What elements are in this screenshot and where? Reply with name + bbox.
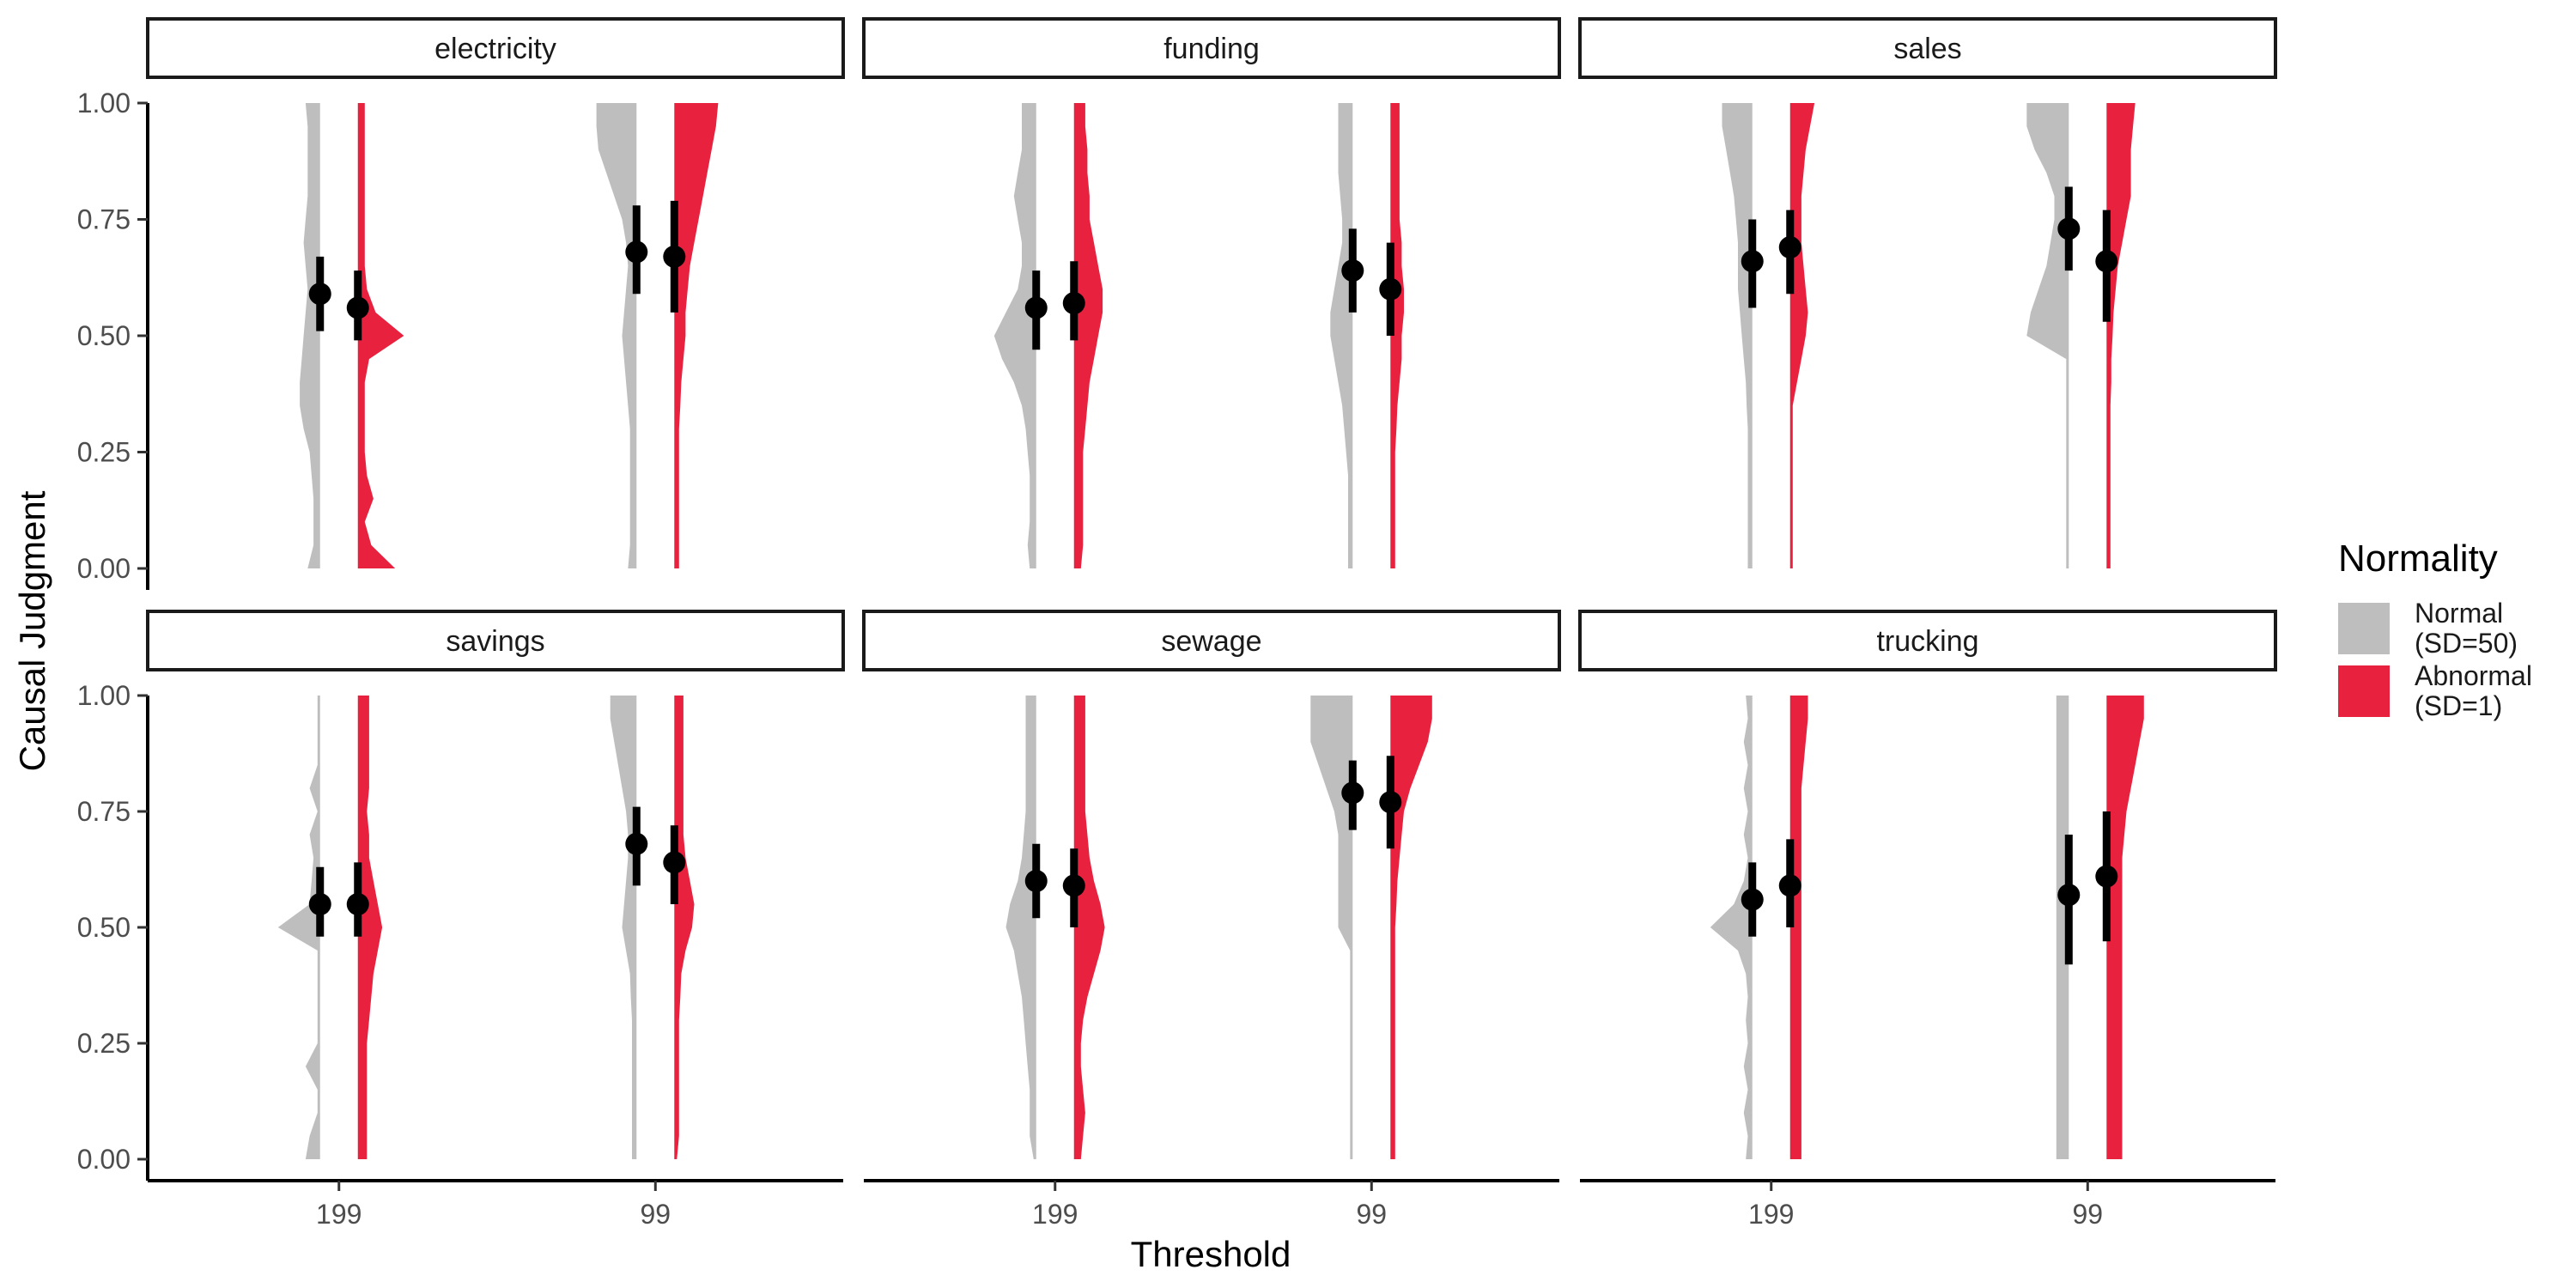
- strip-label-sales: sales: [1893, 33, 1961, 65]
- violin-normal-savings-199: [277, 696, 320, 1159]
- panel-funding: funding: [862, 17, 1561, 568]
- strip-funding: [862, 17, 1561, 79]
- mean-point-normal-funding-199: [1024, 296, 1048, 319]
- violin-abnormal-electricity-99: [674, 103, 719, 568]
- strip-trucking: [1578, 610, 2277, 671]
- legend-swatch-normal: [2338, 603, 2390, 654]
- y-tick-label: 0.75: [77, 204, 131, 235]
- mean-point-abnormal-sales-99: [2095, 250, 2118, 273]
- mean-point-abnormal-electricity-199: [346, 296, 369, 319]
- panels: electricity 0.00 0.25 0.50 0.75 1.00 funding sa…: [77, 17, 2277, 1230]
- panel-electricity: electricity 0.00 0.25 0.50 0.75 1.00: [77, 17, 845, 590]
- x-tick-label: 199: [316, 1199, 361, 1230]
- mean-point-normal-sales-99: [2057, 217, 2081, 240]
- mean-point-normal-electricity-199: [308, 283, 331, 306]
- violin-normal-sewage-99: [1310, 696, 1353, 1159]
- y-tick-label: 0.50: [77, 912, 131, 943]
- panel-sewage: sewage 199 99: [862, 610, 1561, 1230]
- strip-electricity: [146, 17, 845, 79]
- violin-abnormal-sewage-99: [1390, 696, 1432, 1159]
- mean-point-normal-funding-99: [1341, 259, 1364, 283]
- violin-abnormal-savings-99: [674, 696, 695, 1159]
- mean-point-abnormal-savings-199: [346, 893, 369, 915]
- panel-trucking: trucking 199 99: [1578, 610, 2277, 1230]
- mean-point-normal-sewage-199: [1024, 870, 1048, 892]
- violin-abnormal-trucking-99: [2106, 696, 2144, 1159]
- legend: Normality Normal (SD=50) Abnormal (SD=1): [2338, 538, 2532, 721]
- mean-point-normal-savings-99: [625, 832, 648, 855]
- panel-sales: sales: [1578, 17, 2277, 568]
- strip-label-sewage: sewage: [1161, 625, 1261, 658]
- strip-label-trucking: trucking: [1876, 625, 1978, 658]
- x-tick-label: 99: [1357, 1199, 1388, 1230]
- strip-label-savings: savings: [446, 625, 544, 658]
- y-tick-label: 0.25: [77, 1028, 131, 1059]
- x-tick-label: 199: [1032, 1199, 1078, 1230]
- violin-normal-sales-199: [1722, 103, 1753, 568]
- violin-abnormal-sales-199: [1789, 103, 1815, 568]
- mean-point-abnormal-funding-99: [1379, 277, 1402, 301]
- violin-abnormal-sewage-199: [1073, 696, 1105, 1159]
- legend-label-normal-line1: Normal: [2415, 598, 2503, 629]
- y-tick-label: 0.00: [77, 553, 131, 584]
- y-axis-title: Causal Judgment: [12, 490, 52, 771]
- mean-point-abnormal-funding-199: [1062, 292, 1085, 315]
- y-tick-label: 0.75: [77, 796, 131, 827]
- strip-label-electricity: electricity: [434, 33, 556, 65]
- mean-point-abnormal-sewage-199: [1062, 874, 1085, 897]
- legend-label-abnormal-line2: (SD=1): [2415, 690, 2502, 721]
- mean-point-normal-trucking-199: [1741, 888, 1764, 911]
- mean-point-abnormal-electricity-99: [663, 245, 686, 268]
- violin-abnormal-funding-99: [1390, 103, 1404, 568]
- panel-savings: savings 0.00 0.25 0.50 0.75 1.00 199 99: [77, 610, 845, 1230]
- violin-normal-electricity-199: [300, 103, 320, 568]
- strip-sewage: [862, 610, 1561, 671]
- mean-point-normal-sewage-99: [1341, 781, 1364, 805]
- strip-sales: [1578, 17, 2277, 79]
- y-tick-label: 0.00: [77, 1144, 131, 1175]
- violin-abnormal-trucking-199: [1789, 696, 1808, 1159]
- strip-savings: [146, 610, 845, 671]
- violin-normal-trucking-199: [1710, 696, 1753, 1159]
- violin-normal-trucking-99: [2056, 696, 2069, 1159]
- mean-point-abnormal-trucking-99: [2095, 865, 2118, 888]
- mean-point-normal-sales-199: [1741, 250, 1764, 273]
- mean-point-normal-trucking-99: [2057, 884, 2081, 907]
- violin-normal-funding-99: [1330, 103, 1353, 568]
- x-axis-title: Threshold: [1131, 1234, 1291, 1274]
- mean-point-abnormal-trucking-199: [1778, 874, 1801, 897]
- y-tick-label: 0.50: [77, 320, 131, 351]
- violin-normal-sewage-199: [1005, 696, 1036, 1159]
- violin-abnormal-funding-199: [1073, 103, 1103, 568]
- strip-label-funding: funding: [1163, 33, 1260, 65]
- violin-normal-funding-199: [993, 103, 1036, 568]
- violin-abnormal-electricity-199: [357, 103, 404, 568]
- y-tick-label: 1.00: [77, 680, 131, 711]
- x-tick-label: 199: [1748, 1199, 1794, 1230]
- violin-abnormal-sales-99: [2106, 103, 2136, 568]
- violin-abnormal-savings-199: [357, 696, 383, 1159]
- legend-label-normal-line2: (SD=50): [2415, 628, 2518, 659]
- violin-normal-electricity-99: [596, 103, 637, 568]
- legend-title: Normality: [2338, 538, 2498, 580]
- legend-label-abnormal-line1: Abnormal: [2415, 660, 2532, 691]
- x-tick-label: 99: [2073, 1199, 2104, 1230]
- mean-point-abnormal-sewage-99: [1379, 791, 1402, 814]
- violin-normal-sales-99: [2026, 103, 2069, 568]
- violin-normal-savings-99: [610, 696, 637, 1159]
- mean-point-abnormal-sales-199: [1778, 236, 1801, 259]
- y-tick-label: 0.25: [77, 437, 131, 468]
- mean-point-normal-savings-199: [308, 893, 331, 915]
- mean-point-normal-electricity-99: [625, 240, 648, 264]
- mean-point-abnormal-savings-99: [663, 851, 686, 874]
- x-tick-label: 99: [641, 1199, 671, 1230]
- legend-swatch-abnormal: [2338, 665, 2390, 717]
- y-tick-label: 1.00: [77, 88, 131, 118]
